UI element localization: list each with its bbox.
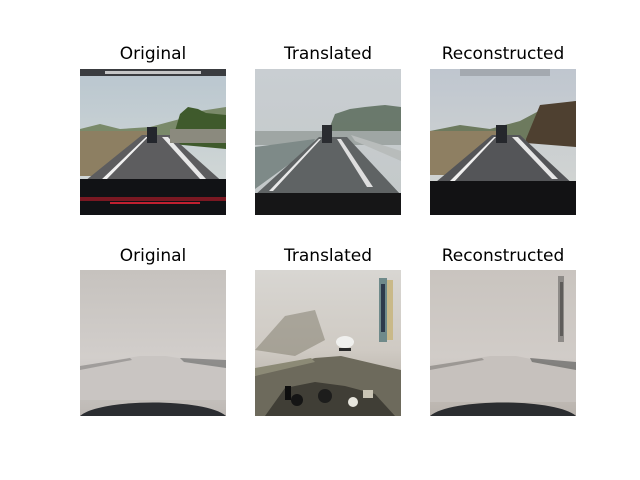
image-translated-foggy-road	[255, 69, 401, 215]
image-original-foggy-road	[80, 270, 226, 416]
panel-title-original-row2: Original	[119, 246, 187, 266]
panel-title-original-row1: Original	[119, 44, 187, 64]
panel-title-translated-row2: Translated	[284, 246, 372, 266]
image-original-clear-road	[80, 69, 226, 215]
image-reconstructed-foggy-road	[430, 270, 576, 416]
image-reconstructed-clear-road	[430, 69, 576, 215]
panel-title-reconstructed-row2: Reconstructed	[441, 246, 565, 266]
image-translated-artifacts-road	[255, 270, 401, 416]
panel-title-translated-row1: Translated	[284, 44, 372, 64]
panel-title-reconstructed-row1: Reconstructed	[441, 44, 565, 64]
